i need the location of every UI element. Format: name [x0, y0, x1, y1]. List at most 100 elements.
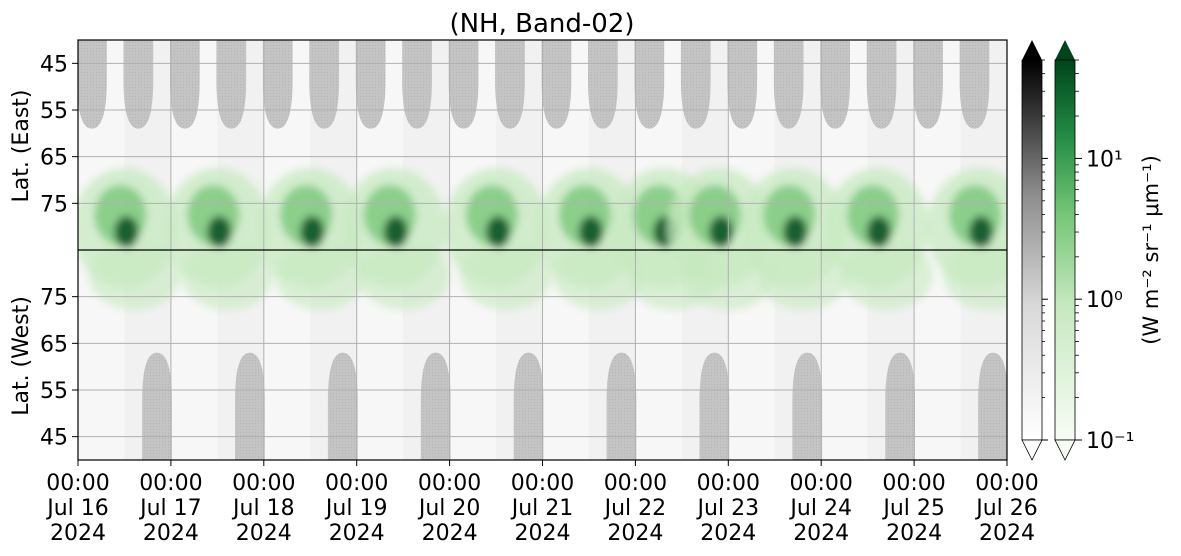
y-tick-label: 55 [40, 379, 68, 404]
night-lobe-east [634, 40, 665, 129]
night-lobe-east [402, 40, 432, 129]
emission-peak [866, 216, 891, 248]
grid-lines [78, 40, 1007, 460]
emission-halo-west [274, 240, 367, 310]
x-tick-label: 00:00 [418, 471, 481, 496]
y-tick-label: 75 [40, 192, 68, 217]
x-tick-label: 2024 [329, 521, 385, 546]
emission-halo-west [181, 240, 274, 310]
night-lobe-west [606, 352, 637, 460]
colorbar-green-body [1054, 59, 1076, 441]
x-tick-label: 2024 [236, 521, 292, 546]
colorbar-grey-extend-top [1022, 40, 1042, 60]
x-tick-label: 00:00 [789, 471, 852, 496]
night-lobe-west [792, 352, 823, 460]
y-tick-label: 55 [40, 99, 68, 124]
x-tick-label: 00:00 [604, 471, 667, 496]
x-tick-label: 00:00 [882, 471, 945, 496]
colorbar-grey-body [1021, 59, 1043, 441]
emission-peak [709, 216, 734, 248]
night-lobe-west [142, 352, 172, 460]
y-tick-label: 45 [40, 426, 68, 451]
emission-peak [969, 216, 994, 248]
night-lobe-east [495, 40, 525, 129]
emission-halo-west [757, 240, 850, 310]
emission-halo-west [357, 240, 450, 310]
night-lobe-east [588, 40, 618, 129]
x-tick-label: Jul 20 [417, 496, 481, 521]
x-tick-label: Jul 18 [231, 496, 295, 521]
x-tick-label: 00:00 [511, 471, 574, 496]
x-tick-label: 00:00 [139, 471, 202, 496]
colorbar-green-extend-top [1055, 40, 1075, 60]
night-lobe-west [235, 352, 265, 460]
night-lobe-east [78, 40, 107, 129]
night-lobe-east [355, 40, 386, 129]
emission-peak [114, 216, 139, 248]
x-tick-label: 2024 [50, 521, 106, 546]
colorbar-tick-label: 10⁰ [1086, 288, 1123, 313]
x-tick-label: 00:00 [975, 471, 1038, 496]
x-tick-label: 00:00 [325, 471, 388, 496]
emission-peak [300, 216, 325, 248]
night-lobes [78, 40, 1007, 460]
night-lobe-east [820, 40, 850, 129]
x-tick-label: Jul 26 [974, 496, 1038, 521]
x-tick-label: 2024 [607, 521, 663, 546]
emission-blobs [78, 168, 1007, 310]
x-tick-label: 00:00 [46, 471, 109, 496]
emission-peak [383, 216, 408, 248]
night-lobe-west [327, 352, 358, 460]
night-lobe-east [169, 40, 200, 129]
x-tick-label: Jul 24 [788, 496, 852, 521]
x-tick-label: Jul 16 [45, 496, 109, 521]
x-tick-label: 2024 [886, 521, 942, 546]
x-tick-label: Jul 19 [324, 496, 388, 521]
y-label-east: Lat. (East) [9, 90, 34, 203]
emission-halo-west [460, 240, 553, 310]
colorbar-tick-label: 10⁻¹ [1086, 429, 1134, 454]
night-lobe-west [513, 352, 544, 460]
colorbar-ticks: 10¹ 10⁰ 10⁻¹ [1042, 59, 1134, 454]
x-tick-label: Jul 25 [881, 496, 945, 521]
y-ticks-west: 75 65 55 45 [40, 286, 78, 451]
emission-halo-west [943, 240, 1007, 310]
night-lobe-east [913, 40, 943, 129]
emission-halo-west [840, 240, 933, 310]
x-tick-label: 00:00 [697, 471, 760, 496]
y-tick-label: 45 [40, 52, 68, 77]
x-tick-label: Jul 21 [510, 496, 574, 521]
night-lobe-east [773, 40, 804, 129]
x-tick-label: 2024 [143, 521, 199, 546]
y-label-west: Lat. (West) [9, 296, 34, 416]
colorbar-grey [1021, 40, 1043, 461]
night-lobe-east [541, 40, 572, 129]
x-tick-label: 2024 [979, 521, 1035, 546]
x-tick-label: 2024 [422, 521, 478, 546]
night-lobe-west [699, 352, 730, 460]
emission-peak [207, 216, 232, 248]
night-lobe-west [420, 352, 451, 460]
x-tick-label: Jul 23 [696, 496, 760, 521]
night-lobe-east [123, 40, 154, 129]
x-tick-label: 2024 [700, 521, 756, 546]
x-tick-label: 2024 [515, 521, 571, 546]
night-lobe-east [216, 40, 247, 129]
colorbar-green [1054, 40, 1076, 461]
x-tick-label: Jul 17 [138, 496, 202, 521]
emission-halo-west [88, 240, 181, 310]
x-tick-label: Jul 22 [603, 496, 667, 521]
night-lobe-east [959, 40, 990, 129]
y-tick-label: 65 [40, 146, 68, 171]
colorbar-grey-extend-bottom [1021, 439, 1043, 461]
emission-peak [578, 216, 603, 248]
night-lobe-east [727, 40, 758, 129]
night-lobe-east [866, 40, 897, 129]
emission-peak [486, 216, 511, 248]
night-lobe-west [885, 352, 916, 460]
x-tick-label: 2024 [793, 521, 849, 546]
night-lobe-west [978, 352, 1007, 460]
y-tick-label: 65 [40, 332, 68, 357]
